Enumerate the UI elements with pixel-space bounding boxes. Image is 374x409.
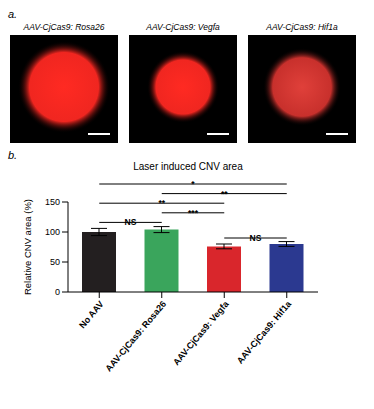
svg-text:AAV-CjCas9: Vegfa: AAV-CjCas9: Vegfa (171, 298, 231, 367)
svg-text:100: 100 (45, 227, 60, 237)
svg-text:50: 50 (50, 257, 60, 267)
svg-text:AAV-CjCas9: Rosa26: AAV-CjCas9: Rosa26 (103, 299, 168, 374)
html-text:a.: a. (8, 8, 18, 20)
html-text:AAV-CjCas9: Vegfa: AAV-CjCas9: Vegfa (146, 22, 220, 32)
svg-text:**: ** (158, 198, 165, 208)
html-text:Laser induced CNV area: Laser induced CNV area (133, 161, 243, 172)
svg-text:Relative CNV area (%): Relative CNV area (%) (22, 199, 33, 295)
html-text:AAV-CjCas9: Rosa26: AAV-CjCas9: Rosa26 (23, 22, 105, 32)
svg-text:NS: NS (125, 217, 137, 227)
html-text:b.: b. (8, 149, 18, 161)
svg-text:***: *** (188, 208, 199, 218)
svg-text:**: ** (221, 189, 228, 199)
svg-text:0: 0 (55, 287, 60, 297)
html-text:AAV-CjCas9: Hif1a: AAV-CjCas9: Hif1a (266, 22, 338, 32)
svg-text:150: 150 (45, 197, 60, 207)
svg-text:AAV-CjCas9: Hif1a: AAV-CjCas9: Hif1a (235, 298, 294, 366)
svg-text:NS: NS (250, 233, 262, 243)
svg-text:*: * (191, 179, 195, 189)
svg-text:No AAV: No AAV (77, 299, 106, 330)
